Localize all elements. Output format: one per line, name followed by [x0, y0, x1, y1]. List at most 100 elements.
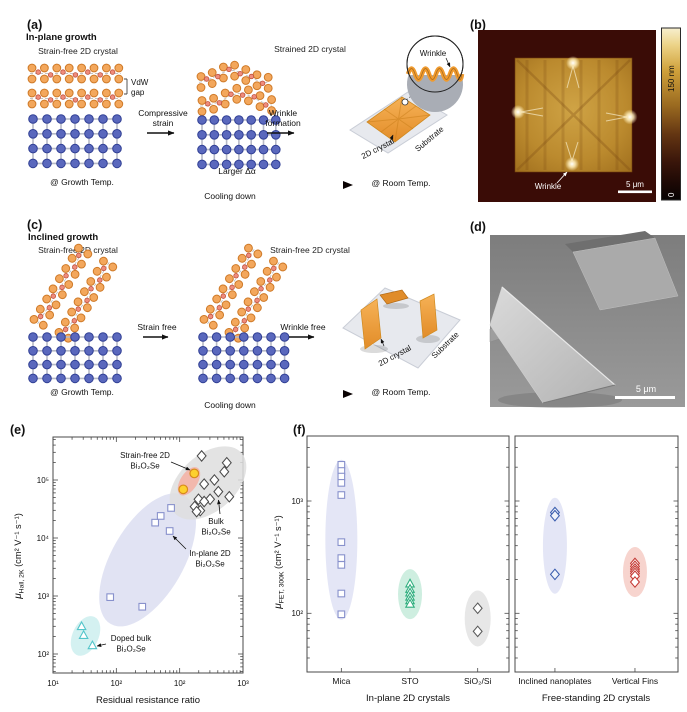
layer-atom [42, 294, 52, 304]
layer-atom [48, 284, 58, 294]
layer-atom [114, 63, 124, 73]
substrate-atom [258, 144, 269, 155]
data-point [337, 561, 346, 569]
substrate-lattice-c-left [28, 332, 122, 384]
substrate-atom [239, 346, 249, 356]
afm-wrinkle-arrow [556, 171, 568, 184]
substrate-atom [221, 130, 232, 140]
f-y-units: (cm² V⁻¹ s⁻¹) [273, 515, 283, 571]
layer-atom [70, 269, 80, 279]
strain-free-label: Strain free [137, 322, 176, 332]
sem-rhombus-bottom-edge [542, 384, 616, 404]
layer-atom [77, 88, 86, 98]
substrate-atom [198, 346, 208, 356]
layer-atom [224, 274, 234, 284]
fet-mobility-freestanding-plot: Inclined nanoplates Vertical Fins [514, 435, 679, 686]
y-tick-label: 10³ [291, 497, 303, 506]
layer-atom [27, 74, 37, 84]
layer-atom [95, 282, 105, 292]
layer-atom [38, 320, 48, 330]
inclined-stack [29, 243, 93, 330]
plate-shadow [383, 303, 409, 309]
x-tick-label: 10² [174, 679, 186, 688]
layer-atom [102, 272, 111, 282]
inset-wrinkle-pointer [445, 57, 451, 68]
layer-atom-small [76, 252, 82, 259]
panel-c-right-caption: Strain-free 2D crystal [270, 245, 350, 255]
substrate-atom [112, 129, 122, 139]
layer-atom-small [72, 97, 79, 103]
sem-scale-label: 5 μm [636, 384, 656, 394]
layer-atom-small [220, 293, 227, 299]
afm-scale-bar [618, 190, 652, 194]
e-y-sub: Hall, 2K [19, 569, 26, 593]
panel-f: (f) 10² 10³ Mica STO SiO₂/Si Inclined nanopl… [273, 423, 679, 704]
afm-scale-label: 5 μm [626, 180, 644, 189]
data-point [189, 468, 200, 479]
substrate-atom [70, 129, 80, 139]
annotation-text: Strain-free 2D [120, 451, 170, 460]
layer-atom [220, 99, 230, 109]
layer-atom [212, 294, 222, 304]
layer-atom [77, 259, 86, 269]
inset-wrinkle-label: Wrinkle [420, 49, 447, 58]
substrate-atom [84, 359, 94, 370]
layer-atom [64, 280, 74, 289]
panel-c: (c) Inclined growth Strain-free 2D cryst… [27, 218, 461, 410]
layer-atom [45, 310, 55, 320]
plate-shadow [360, 345, 388, 353]
wrinkle-formation-label-1: Wrinkle [269, 108, 297, 118]
data-point [404, 598, 416, 608]
layer-atom-small [97, 277, 103, 283]
data-point [337, 554, 346, 562]
strain-free-layers-illustration [27, 63, 124, 109]
layer-atom [209, 93, 219, 103]
layer-atom [74, 243, 83, 253]
layer-atom [227, 290, 237, 300]
substrate-atom [211, 346, 222, 356]
f-y-axis-title: μFET, 300K (cm² V⁻¹ s⁻¹) [273, 515, 286, 610]
substrate-atom [42, 114, 52, 124]
substrate-atom [197, 159, 207, 170]
substrate-atom [84, 158, 94, 169]
layer-atom [255, 102, 265, 112]
data-point [549, 568, 561, 581]
layer-atom [219, 62, 228, 72]
layer-atom-small [242, 264, 248, 270]
layer-atom-small [72, 264, 78, 270]
cooling-down-label: Cooling down [204, 191, 256, 201]
layer-atom-small [59, 284, 65, 291]
data-point [213, 485, 224, 498]
layer-atom [99, 256, 108, 266]
cooling-arrowhead [343, 181, 353, 189]
layer-atom-small [229, 284, 235, 291]
layer-atom [215, 310, 225, 320]
substrate-atom [98, 373, 108, 384]
layer-atom [29, 314, 39, 324]
substrate-atom [28, 114, 38, 124]
substrate-atom [28, 143, 38, 154]
annotation-text: Bi₂O₂Se [116, 645, 146, 654]
layer-atom-small [239, 92, 246, 98]
data-point [219, 465, 230, 478]
category-label: Vertical Fins [612, 676, 658, 686]
layer-atom [244, 96, 253, 106]
layer-atom-small [97, 97, 103, 103]
layer-atom [89, 88, 99, 98]
substrate-atom [221, 115, 232, 125]
substrate-atom [246, 144, 256, 155]
layer-atom [64, 63, 74, 73]
substrate-atom [234, 159, 244, 170]
plate-shadow [416, 335, 440, 343]
sem-back-plate [572, 237, 679, 311]
layer-atom-small [216, 100, 223, 106]
annotation-arrow [96, 643, 107, 647]
substrate-atom [42, 129, 52, 139]
layer-atom-small [60, 94, 66, 100]
substrate-atom [84, 143, 94, 154]
substrate-atom [209, 144, 220, 155]
layer-atom-small [246, 252, 252, 259]
room-temp-label: @ Room Temp. [371, 178, 430, 188]
panel-c-title: Inclined growth [28, 232, 98, 243]
substrate-atom [84, 129, 94, 139]
